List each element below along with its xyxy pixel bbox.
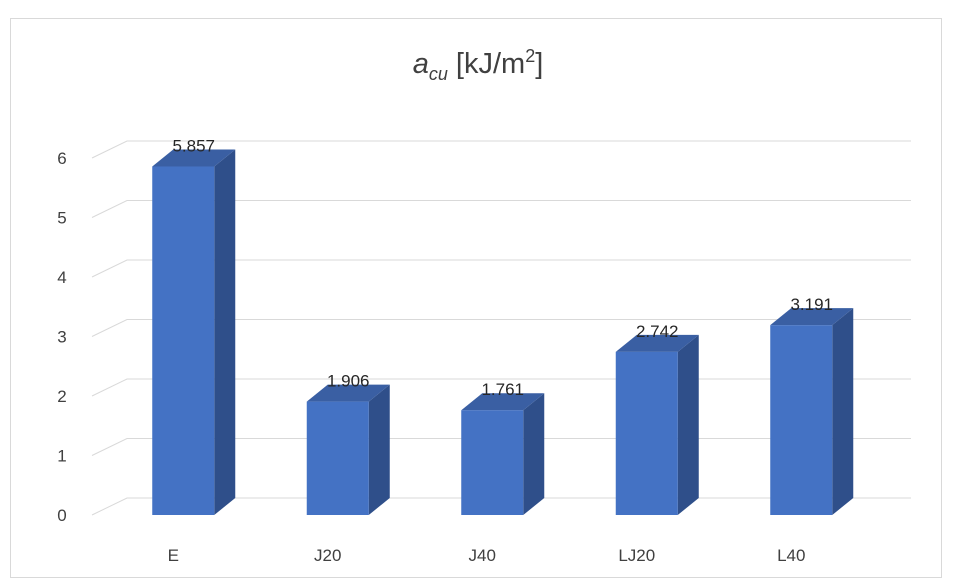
bar-front-1 xyxy=(306,401,369,515)
gridline-5 xyxy=(91,200,911,218)
y-tick-label-4: 4 xyxy=(57,268,66,287)
x-tick-label-3: LJ20 xyxy=(618,546,655,565)
y-tick-label-6: 6 xyxy=(57,149,66,168)
chart-title-unit: [kJ/m xyxy=(448,48,525,80)
data-label-3: 2.742 xyxy=(636,322,679,341)
chart-title-symbol: a xyxy=(413,48,429,80)
chart-title-unit-close: ] xyxy=(535,48,543,80)
bar-2 xyxy=(461,393,545,515)
bar-layer xyxy=(152,149,854,516)
y-tick-label-1: 1 xyxy=(57,447,66,466)
data-label-2: 1.761 xyxy=(481,380,524,399)
data-label-4: 3.191 xyxy=(790,295,833,314)
gridline-4 xyxy=(91,259,911,278)
gridline-3 xyxy=(91,319,911,337)
data-label-1: 1.906 xyxy=(327,372,370,391)
gridline-6 xyxy=(91,140,911,159)
bar-side-4 xyxy=(832,308,854,515)
bar-front-4 xyxy=(770,325,833,515)
chart-title-unit-power: 2 xyxy=(525,46,535,66)
data-label-0: 5.857 xyxy=(172,137,215,156)
chart-title-subscript: cu xyxy=(429,64,448,84)
bar-front-3 xyxy=(615,351,678,515)
bar-front-0 xyxy=(152,166,215,516)
x-tick-label-4: L40 xyxy=(777,546,805,565)
x-tick-label-2: J40 xyxy=(469,546,496,565)
bar-0 xyxy=(152,149,236,516)
bar-side-1 xyxy=(368,384,390,515)
bar-top-2 xyxy=(461,393,545,411)
y-tick-label-5: 5 xyxy=(57,209,66,228)
chart-title: acu [kJ/m2] xyxy=(413,46,544,84)
label-layer: 0 1 2 3 4 5 6 5.857 E 1.906 J20 1.761 J40 2.742 LJ20 3.… xyxy=(57,137,833,565)
x-tick-label-1: J20 xyxy=(314,546,341,565)
bar-top-4 xyxy=(770,308,854,326)
bar-side-3 xyxy=(677,334,699,515)
x-tick-label-0: E xyxy=(168,546,179,565)
bar-4 xyxy=(770,308,854,515)
bar-top-0 xyxy=(152,149,236,167)
y-tick-label-0: 0 xyxy=(57,506,66,525)
bar-1 xyxy=(306,384,390,515)
bar-top-3 xyxy=(615,334,699,352)
bar-front-2 xyxy=(461,410,524,515)
bar-side-2 xyxy=(523,393,545,515)
y-tick-label-2: 2 xyxy=(57,387,66,406)
bar-top-1 xyxy=(306,384,390,402)
y-tick-label-3: 3 xyxy=(57,328,66,347)
bar-side-0 xyxy=(214,149,236,516)
bar-3 xyxy=(615,334,699,515)
